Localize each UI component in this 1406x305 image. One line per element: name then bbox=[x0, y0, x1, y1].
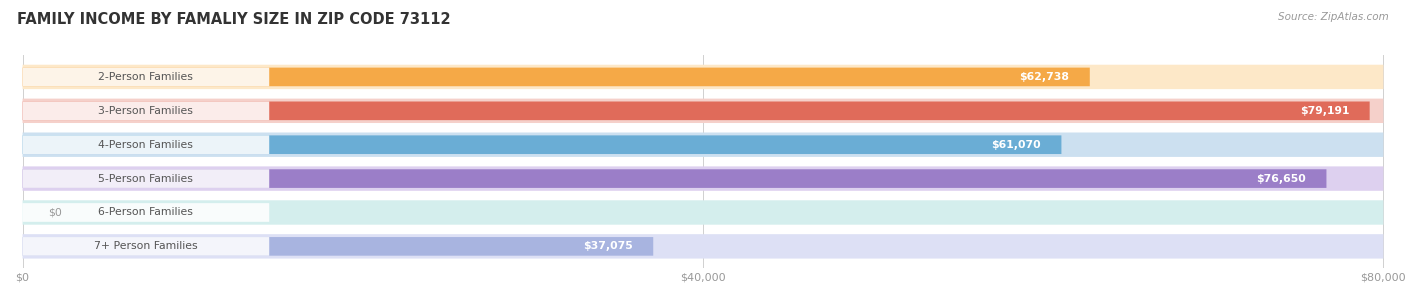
FancyBboxPatch shape bbox=[22, 65, 1384, 89]
FancyBboxPatch shape bbox=[22, 237, 269, 256]
FancyBboxPatch shape bbox=[22, 237, 654, 256]
Text: $79,191: $79,191 bbox=[1299, 106, 1350, 116]
Text: $62,738: $62,738 bbox=[1019, 72, 1070, 82]
FancyBboxPatch shape bbox=[22, 203, 269, 222]
FancyBboxPatch shape bbox=[22, 102, 1369, 120]
Text: Source: ZipAtlas.com: Source: ZipAtlas.com bbox=[1278, 12, 1389, 22]
Text: 3-Person Families: 3-Person Families bbox=[98, 106, 194, 116]
Text: 4-Person Families: 4-Person Families bbox=[98, 140, 194, 150]
Text: 2-Person Families: 2-Person Families bbox=[98, 72, 194, 82]
FancyBboxPatch shape bbox=[22, 169, 1326, 188]
Text: 5-Person Families: 5-Person Families bbox=[98, 174, 194, 184]
FancyBboxPatch shape bbox=[22, 135, 1062, 154]
Text: FAMILY INCOME BY FAMALIY SIZE IN ZIP CODE 73112: FAMILY INCOME BY FAMALIY SIZE IN ZIP COD… bbox=[17, 12, 450, 27]
Text: $61,070: $61,070 bbox=[991, 140, 1040, 150]
Text: $76,650: $76,650 bbox=[1257, 174, 1306, 184]
FancyBboxPatch shape bbox=[22, 68, 1090, 86]
Text: $37,075: $37,075 bbox=[583, 241, 633, 251]
FancyBboxPatch shape bbox=[22, 234, 1384, 259]
Text: $0: $0 bbox=[48, 207, 62, 217]
FancyBboxPatch shape bbox=[22, 99, 1384, 123]
FancyBboxPatch shape bbox=[22, 132, 1384, 157]
Text: 7+ Person Families: 7+ Person Families bbox=[94, 241, 198, 251]
FancyBboxPatch shape bbox=[22, 167, 1384, 191]
FancyBboxPatch shape bbox=[22, 102, 269, 120]
FancyBboxPatch shape bbox=[22, 169, 269, 188]
FancyBboxPatch shape bbox=[22, 68, 269, 86]
Text: 6-Person Families: 6-Person Families bbox=[98, 207, 194, 217]
FancyBboxPatch shape bbox=[22, 135, 269, 154]
FancyBboxPatch shape bbox=[22, 200, 1384, 225]
